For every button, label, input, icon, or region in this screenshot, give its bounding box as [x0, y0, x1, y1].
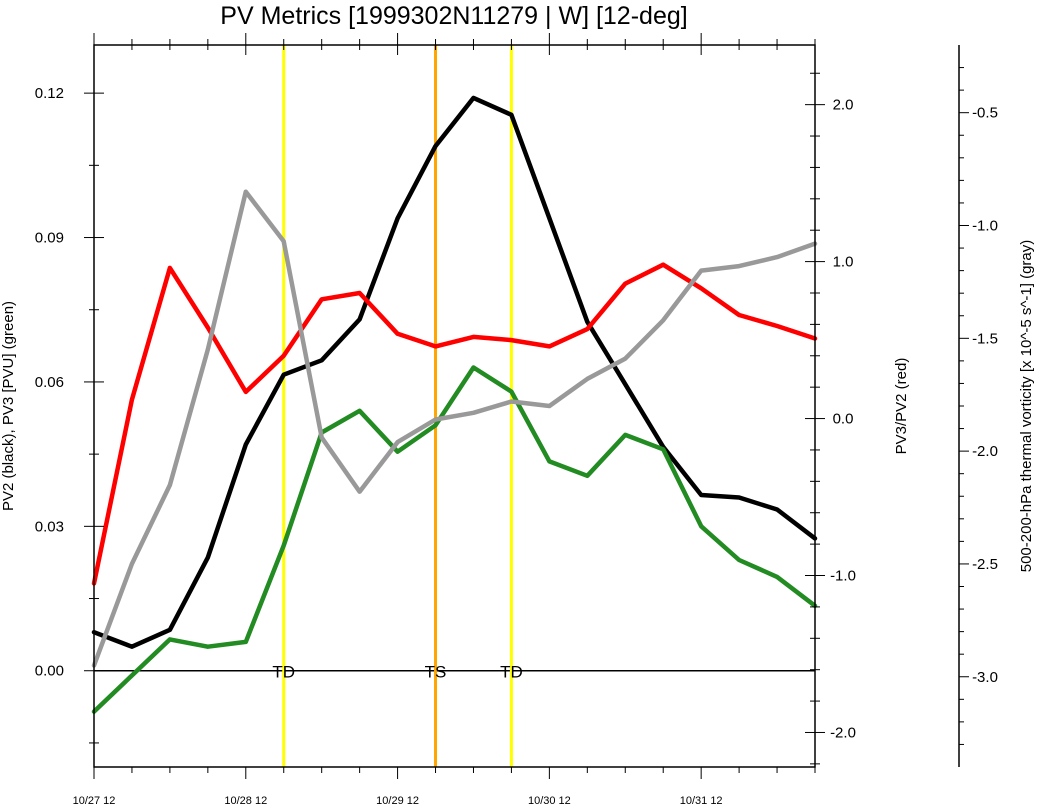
- marker-label-1: TS: [425, 663, 447, 682]
- left-tick-label: 0.00: [35, 663, 64, 680]
- far-right-axis-label: 500-200-hPa thermal vorticity [x 10^-5 s…: [1018, 240, 1035, 573]
- left-tick-label: 0.12: [35, 85, 64, 102]
- far-right-tick-label: -0.5: [972, 105, 998, 122]
- right-axis-label: PV3/PV2 (red): [893, 358, 910, 455]
- right-tick-label: 2.0: [833, 97, 854, 114]
- x-tick-label: 10/29 12: [376, 795, 419, 805]
- far-right-tick-label: -1.0: [972, 218, 998, 235]
- far-right-tick-label: -3.0: [972, 669, 998, 686]
- series-line-3: [91, 189, 818, 668]
- axes: 0.00 0.03 0.06 0.09 0.12 -2.0 -1.0 0.0 1.0 2.0 -3.…: [35, 33, 998, 805]
- left-tick-label: 0.06: [35, 374, 64, 391]
- left-axis-label: PV2 (black), PV3 [PVU] (green): [0, 301, 17, 511]
- far-right-tick-label: -2.5: [972, 556, 998, 573]
- left-tick-label: 0.03: [35, 518, 64, 535]
- series-layer: [91, 95, 818, 714]
- series-line-0: [91, 95, 818, 649]
- far-right-tick-label: -1.5: [972, 330, 998, 347]
- plot-frame: [93, 44, 816, 768]
- storm-markers: TD TS TD: [94, 45, 815, 767]
- x-tick-label: 10/30 12: [528, 795, 571, 805]
- series-line-2: [91, 262, 818, 586]
- marker-label-0: TD: [272, 663, 295, 682]
- right-tick-label: -1.0: [830, 568, 856, 585]
- series-line-1: [91, 365, 818, 714]
- right-tick-label: 0.0: [833, 411, 854, 428]
- left-tick-label: 0.09: [35, 230, 64, 247]
- right-tick-label: 1.0: [833, 254, 854, 271]
- x-tick-label: 10/27 12: [73, 795, 116, 805]
- marker-label-2: TD: [500, 663, 523, 682]
- right-tick-label: -2.0: [830, 724, 856, 741]
- x-tick-label: 10/28 12: [224, 795, 267, 805]
- x-tick-label: 10/31 12: [680, 795, 723, 805]
- far-right-tick-label: -2.0: [972, 443, 998, 460]
- chart-title: PV Metrics [1999302N11279 | W] [12-deg]: [220, 2, 687, 30]
